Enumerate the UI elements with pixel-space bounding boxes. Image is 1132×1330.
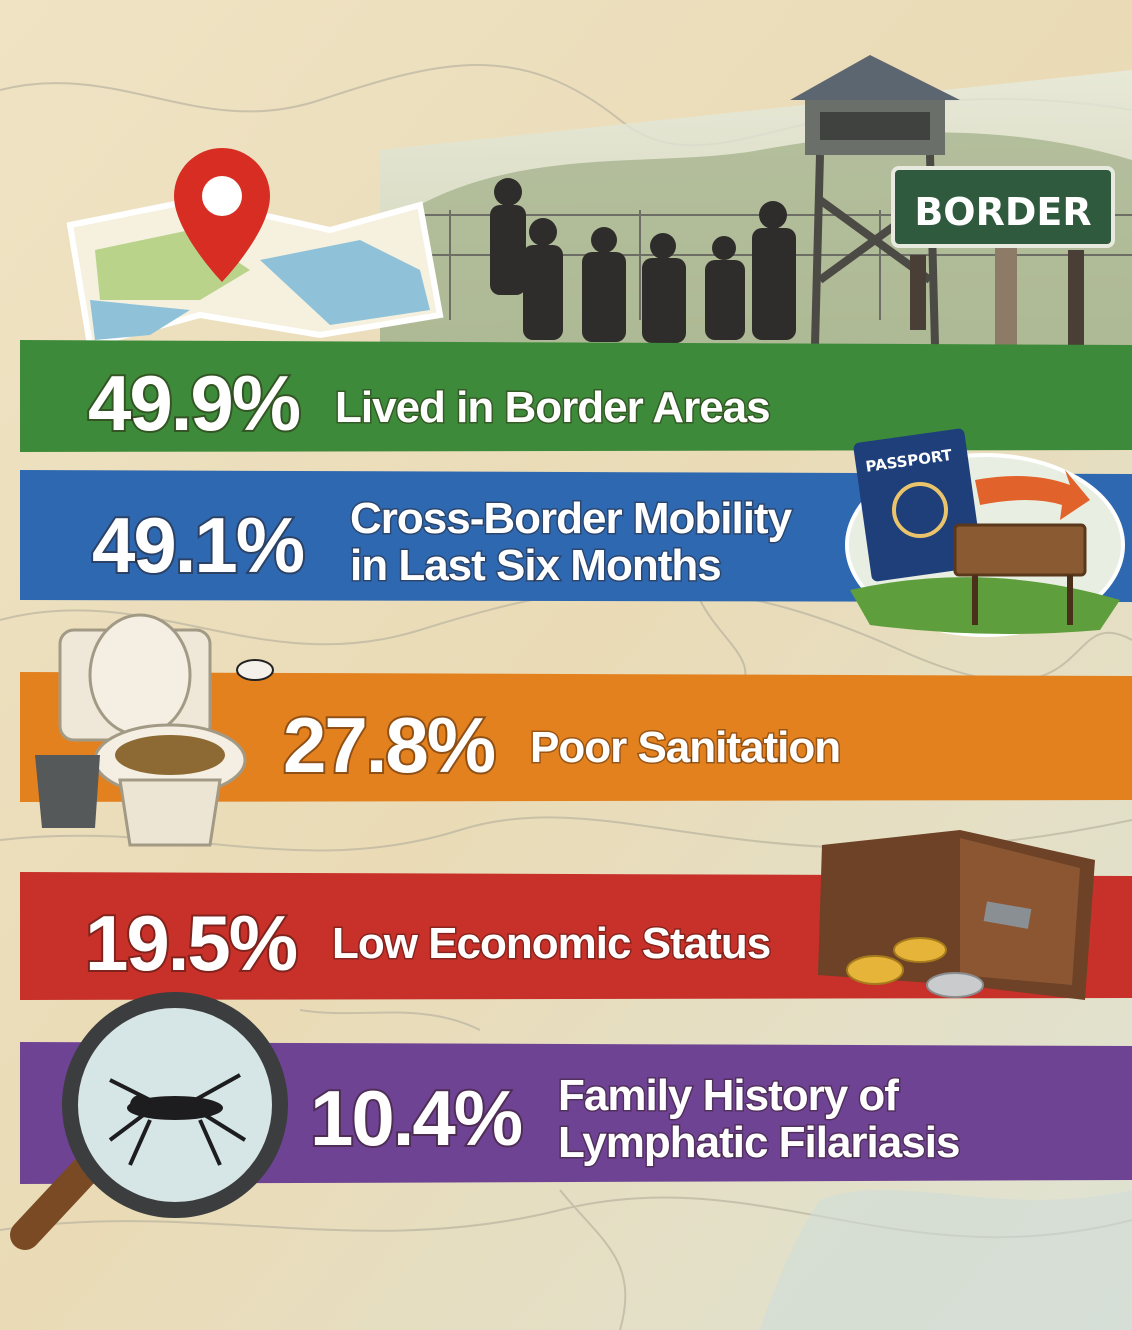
border-sign-text: BORDER xyxy=(914,190,1091,234)
row-label: Lived in Border Areas xyxy=(335,383,770,432)
toilet-icon xyxy=(35,613,274,847)
row-percent: 27.8% xyxy=(283,701,495,789)
border-sign: BORDER xyxy=(891,166,1115,385)
wallet-icon xyxy=(818,830,1095,1000)
band-green xyxy=(20,340,1132,452)
row-percent: 19.5% xyxy=(85,899,297,987)
map-icon xyxy=(66,148,444,349)
map-water xyxy=(760,1190,1132,1330)
row-label: Cross-Border Mobility xyxy=(350,494,793,543)
row-percent: 10.4% xyxy=(310,1074,522,1162)
row-percent: 49.9% xyxy=(88,359,300,447)
passport-icon: PASSPORT xyxy=(845,428,1125,637)
band-purple xyxy=(20,1042,1132,1184)
row-label: Poor Sanitation xyxy=(530,723,840,772)
silhouettes xyxy=(490,178,796,343)
band-orange xyxy=(20,672,1132,802)
row-label: Lymphatic Filariasis xyxy=(558,1118,959,1167)
magnifier-icon xyxy=(10,992,288,1250)
row-label: Family History of xyxy=(558,1071,899,1120)
row-label: in Last Six Months xyxy=(350,541,721,590)
row-percent: 49.1% xyxy=(92,501,304,589)
row-label: Low Economic Status xyxy=(332,919,770,968)
